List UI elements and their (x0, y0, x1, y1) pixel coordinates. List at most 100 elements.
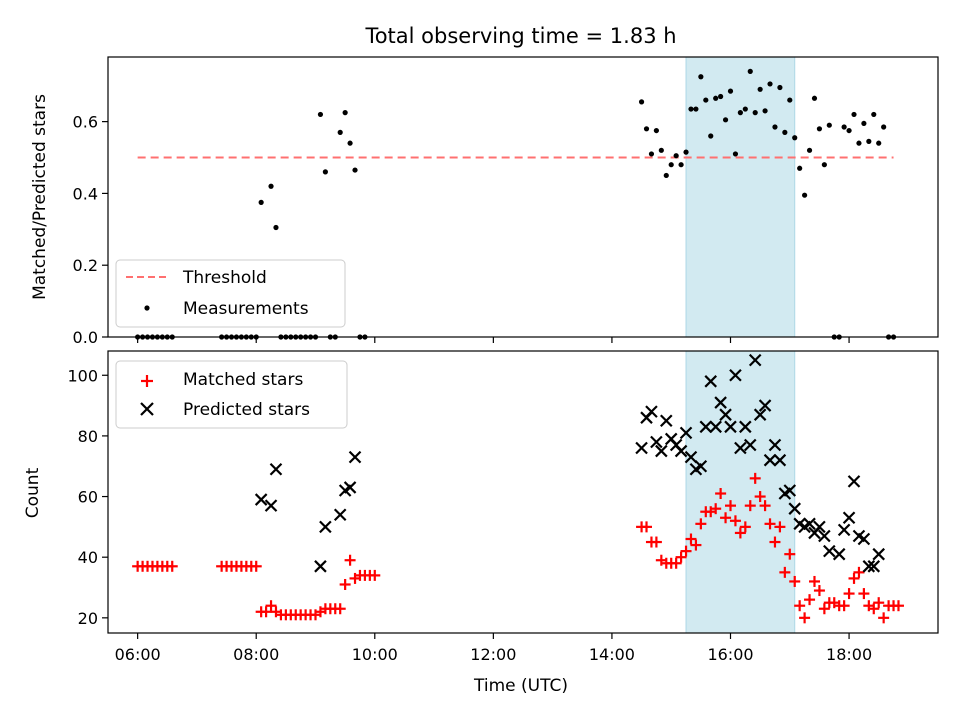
x-tick-label: 08:00 (233, 645, 279, 664)
matched-point (749, 472, 761, 484)
predicted-point (847, 475, 861, 488)
predicted-point (862, 560, 876, 573)
x-tick-label: 06:00 (115, 645, 161, 664)
predicted-point-b (734, 441, 747, 455)
matched-point (838, 600, 850, 612)
y-tick-label: 0.4 (73, 184, 98, 203)
matched-point (720, 512, 732, 524)
predicted-point-b (719, 408, 732, 421)
measurement-point (757, 86, 763, 92)
matched-point (685, 533, 697, 545)
predicted-point (674, 444, 688, 458)
measurement-point (861, 120, 867, 127)
matched-point (808, 575, 820, 587)
measurement-point (876, 140, 882, 146)
x-tick-label: 14:00 (589, 645, 635, 664)
predicted-point-b (694, 459, 708, 473)
measurement-point (821, 162, 827, 168)
matched-points (132, 472, 904, 624)
measurement-point (782, 129, 788, 135)
predicted-point (867, 560, 881, 573)
measurement-point (841, 124, 847, 130)
measurement-point (772, 124, 778, 130)
matched-point (744, 500, 756, 512)
x-tick-label: 18:00 (826, 645, 872, 664)
y-tick-label: 0.2 (73, 256, 98, 275)
matched-point (690, 539, 702, 551)
matched-point (813, 585, 825, 597)
matched-point (764, 518, 776, 530)
measurement-point (317, 111, 324, 118)
predicted-point (314, 560, 327, 573)
predicted-point-b (333, 508, 347, 522)
predicted-point (714, 396, 727, 409)
matched-point (774, 521, 786, 533)
legend-predicted-swatch (140, 402, 154, 416)
y-tick-label: 60 (78, 488, 98, 507)
predicted-point (679, 426, 693, 440)
predicted-point-b (758, 399, 772, 412)
top-highlight-span (685, 56, 796, 338)
measurement-point (673, 153, 679, 159)
predicted-point-b (684, 450, 698, 464)
predicted-point-b (254, 493, 268, 506)
legend-measurements-swatch (144, 305, 150, 311)
matched-point (779, 566, 791, 578)
matched-point (784, 548, 796, 560)
predicted-point (699, 420, 713, 434)
matched-point (853, 566, 865, 578)
predicted-point (758, 399, 772, 412)
predicted-point (333, 508, 347, 522)
measurement-point (708, 133, 714, 139)
predicted-point-b (679, 426, 693, 440)
measurement-point (693, 106, 699, 112)
matched-point (858, 588, 870, 600)
predicted-point (803, 517, 816, 531)
measurement-point (703, 97, 709, 103)
matched-point (759, 500, 771, 512)
predicted-point-b (314, 560, 327, 573)
predicted-point (650, 435, 663, 449)
predicted-point-b (669, 438, 683, 452)
predicted-point-b (724, 420, 737, 434)
predicted-point-b (674, 444, 688, 458)
bottom-y-axis-label: Count (23, 467, 43, 518)
predicted-point (788, 502, 802, 515)
predicted-point-b (867, 560, 881, 573)
x-tick-label: 16:00 (707, 645, 753, 664)
measurement-point (668, 162, 674, 168)
measurement-point (856, 140, 862, 146)
predicted-point-b (650, 435, 663, 449)
predicted-point-b (793, 517, 806, 531)
predicted-point (783, 484, 797, 497)
measurement-point (816, 126, 823, 132)
predicted-point-b (803, 517, 816, 531)
measurement-point (663, 172, 669, 179)
y-tick-label: 0.0 (73, 328, 98, 347)
predicted-point (823, 544, 836, 558)
predicted-point (659, 414, 673, 428)
measurement-point (727, 88, 734, 94)
predicted-point (872, 547, 885, 561)
matched-point (680, 545, 692, 557)
measurement-point (698, 74, 704, 80)
predicted-point (348, 450, 362, 464)
predicted-point-b (729, 368, 742, 382)
measurement-point (881, 124, 887, 130)
predicted-point (719, 408, 732, 421)
measurement-point (767, 81, 773, 87)
predicted-point-b (709, 420, 722, 434)
measurement-point (752, 110, 758, 116)
matched-point (650, 536, 662, 548)
predicted-point-b (768, 438, 782, 452)
top-legend-box (115, 259, 346, 328)
predicted-point-b (343, 481, 357, 494)
predicted-point (254, 493, 268, 506)
predicted-point (694, 459, 708, 473)
predicted-point (768, 438, 782, 452)
predicted-point (832, 547, 846, 561)
measurement-point (322, 169, 328, 175)
matched-point (675, 551, 687, 563)
predicted-point-b (704, 375, 718, 388)
measurement-point (802, 192, 808, 198)
